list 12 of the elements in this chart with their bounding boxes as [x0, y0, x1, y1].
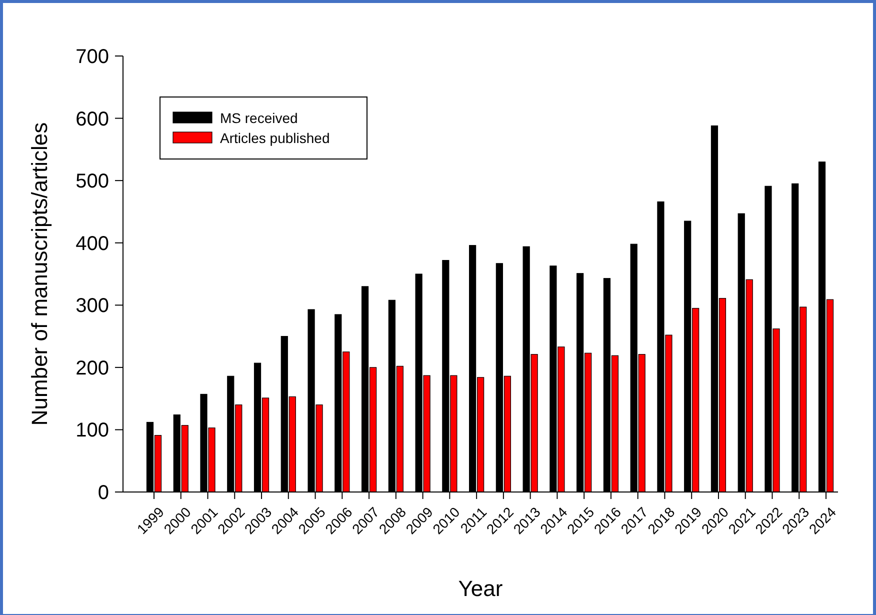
- y-tick-label: 0: [98, 482, 109, 504]
- y-tick-label: 100: [76, 420, 109, 442]
- y-tick-label: 500: [76, 170, 109, 193]
- y-tick-label: 200: [76, 357, 109, 380]
- y-axis-title: Number of manuscripts/articles: [27, 122, 52, 426]
- y-tick-label: 300: [76, 295, 109, 318]
- x-axis-title: Year: [458, 576, 503, 601]
- y-tick-label: 400: [76, 232, 109, 255]
- legend-label: MS received: [220, 110, 298, 126]
- y-tick-label: 700: [76, 46, 109, 68]
- legend-label: Articles published: [220, 130, 330, 146]
- y-tick-label: 600: [76, 108, 109, 130]
